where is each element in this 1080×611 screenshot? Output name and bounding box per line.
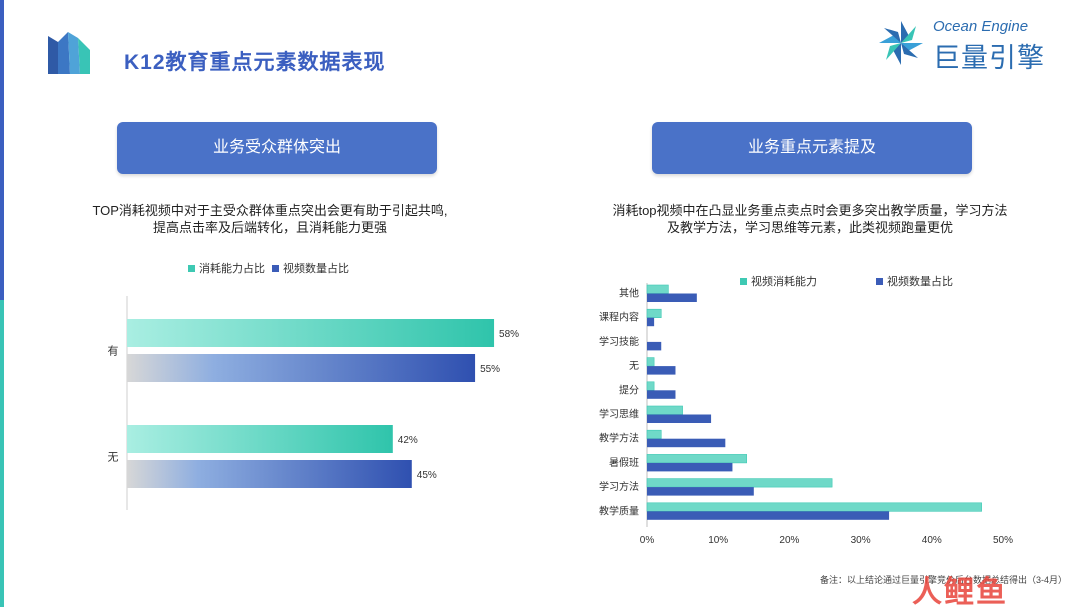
bar [647,511,890,520]
footnote: 备注：以上结论通过巨量引擎竞价后台数据总结得出（3-4月） [820,575,1068,585]
bar [646,308,662,319]
bar [127,319,495,347]
bar [647,390,676,399]
bar [647,414,712,423]
legend-swatch [188,265,195,272]
bar [646,381,655,391]
left-description-line-1: TOP消耗视频中对于主受众群体重点突出会更有助于引起共鸣, [92,203,448,218]
legend-label: 视频数量占比 [887,274,953,288]
left-description: TOP消耗视频中对于主受众群体重点突出会更有助于引起共鸣, 提高点击率及后端转化… [70,202,470,236]
bar [646,284,669,294]
brand-name-en: Ocean Engine [933,18,1029,35]
category-label: 有 [108,344,119,358]
bar [647,487,754,496]
category-label: 教学质量 [599,504,639,517]
legend-swatch [876,278,883,285]
legend-label: 视频数量占比 [283,261,349,275]
data-label: 42% [398,435,418,446]
x-tick-label: 20% [779,535,799,546]
bar [647,293,697,302]
bar [646,454,747,464]
category-label: 教学方法 [599,432,639,445]
right-description-line-1: 消耗top视频中在凸显业务重点卖点时会更多突出教学质量，学习方法 [612,203,1008,218]
data-label: 58% [499,329,519,340]
category-label: 学习方法 [599,480,639,493]
right-description-line-2: 及教学方法，学习思维等元素，此类视频跑量更优 [666,220,953,235]
legend-label: 视频消耗能力 [751,274,817,288]
legend-swatch [272,265,279,272]
x-tick-label: 10% [708,535,728,546]
right-description: 消耗top视频中在凸显业务重点卖点时会更多突出教学质量，学习方法 及教学方法，学… [575,202,1045,236]
legend-swatch [740,278,747,285]
bar [127,425,393,453]
bar [646,405,683,415]
bar [647,317,655,327]
category-label: 课程内容 [599,311,639,324]
x-tick-label: 30% [851,535,871,546]
brand-name-cn: 巨量引擎 [933,43,1045,73]
bar [646,502,982,512]
category-label: 无 [629,361,639,372]
section-button-audience[interactable]: 业务受众群体突出 [117,122,437,174]
brand-mark-icon [879,21,923,65]
bar [646,357,655,367]
bar [127,460,412,488]
category-label: 无 [108,452,119,464]
category-label: 学习技能 [599,335,639,348]
bar [647,366,676,375]
category-label: 暑假班 [609,456,639,469]
bar [646,429,662,440]
section-button-elements[interactable]: 业务重点元素提及 [652,122,972,174]
side-accent-teal [0,300,4,607]
bar [127,354,476,382]
page-title: K12教育重点元素数据表现 [124,51,386,74]
page-logo-icon [48,32,90,74]
data-label: 45% [417,470,437,481]
x-tick-label: 0% [640,535,655,546]
legend-label: 消耗能力占比 [199,261,265,275]
brand-logo: Ocean Engine 巨量引擎 [876,16,1056,76]
x-tick-label: 40% [922,535,942,546]
data-label: 55% [480,364,500,375]
bar [647,438,726,448]
category-label: 学习思维 [599,408,639,421]
bar [647,462,733,472]
side-accent-blue [0,0,4,300]
bar [646,478,833,488]
left-description-line-2: 提高点击率及后端转化，且消耗能力更强 [152,220,387,235]
x-tick-label: 50% [993,535,1013,546]
category-label: 其他 [619,287,639,300]
category-label: 提分 [619,384,639,396]
watermark-logo: 人鲤鱼 [912,576,1008,609]
bar [647,341,662,351]
